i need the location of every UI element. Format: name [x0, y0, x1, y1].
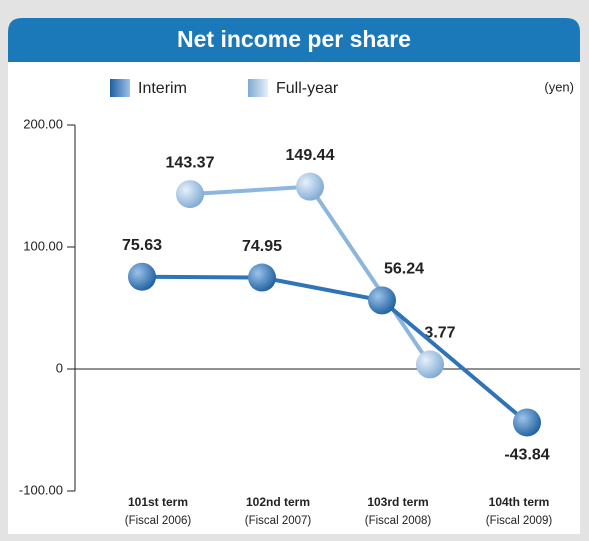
data-label: 143.37	[166, 154, 215, 171]
data-point	[368, 286, 396, 315]
x-tick-label: 102nd term	[246, 495, 310, 509]
data-label: 56.24	[384, 261, 424, 278]
data-label: -43.84	[504, 447, 549, 464]
y-tick-label: 100.00	[23, 238, 63, 253]
x-tick-label: 104th term	[489, 495, 550, 509]
x-tick-note: (Fiscal 2009)	[486, 515, 553, 527]
legend-swatch	[110, 79, 130, 97]
data-point	[513, 408, 541, 437]
legend-label: Full-year	[276, 80, 339, 97]
data-point	[128, 262, 156, 291]
data-point	[248, 263, 276, 292]
x-tick-note: (Fiscal 2007)	[245, 515, 312, 527]
data-label: 3.77	[424, 325, 455, 342]
data-label: 74.95	[242, 238, 282, 255]
data-label: 149.44	[286, 147, 335, 164]
data-point	[176, 180, 204, 209]
x-tick-label: 103rd term	[367, 495, 428, 509]
data-label: 75.63	[122, 237, 162, 254]
x-tick-label: 101st term	[128, 495, 188, 509]
panel	[8, 18, 580, 534]
chart-title: Net income per share	[177, 26, 411, 52]
y-tick-label: -100.00	[19, 482, 63, 497]
x-tick-note: (Fiscal 2008)	[365, 515, 432, 527]
data-point	[416, 350, 444, 379]
y-tick-label: 0	[56, 360, 63, 375]
series-line	[141, 274, 529, 425]
title-bar	[8, 18, 580, 62]
legend-label: Interim	[138, 80, 187, 97]
unit-label: (yen)	[544, 79, 574, 94]
x-tick-note: (Fiscal 2006)	[125, 515, 192, 527]
data-point	[296, 172, 324, 201]
y-tick-label: 200.00	[23, 116, 63, 131]
legend-swatch	[248, 79, 268, 97]
